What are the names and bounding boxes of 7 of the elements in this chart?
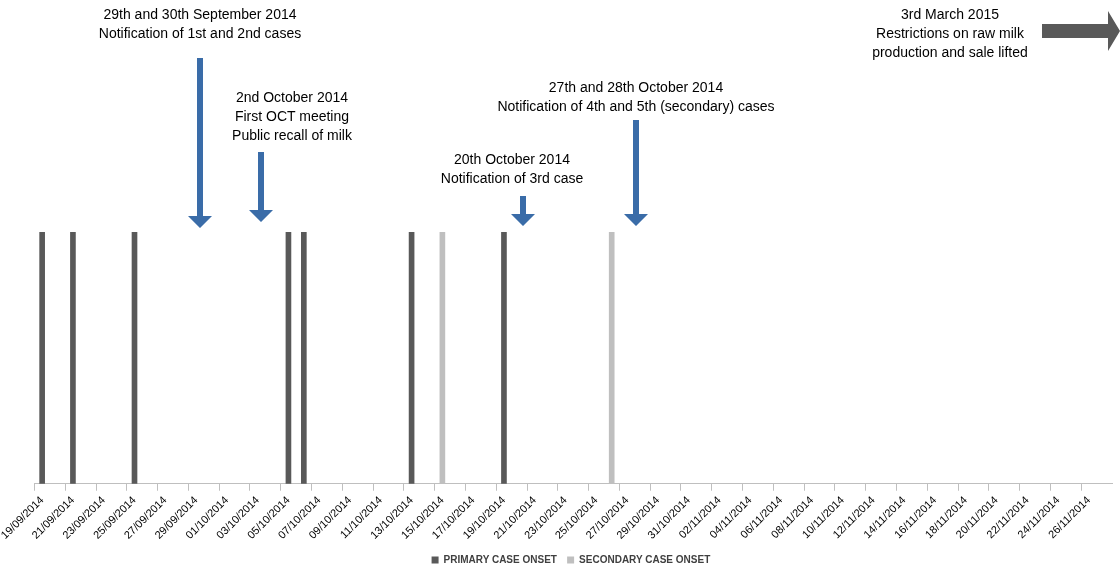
- text: 27th and 28th October 2014 Notification of 4th and 5th (secondary) cases: [497, 78, 775, 116]
- text: 29th and 30th September 2014 Notification of 1st and 2nd cases: [98, 5, 302, 43]
- legend-label: PRIMARY CASE ONSET: [443, 553, 557, 565]
- text: 2nd October 2014 First OCT meeting Public recall of milk: [232, 88, 352, 145]
- legend-label: SECONDARY CASE ONSET: [579, 553, 711, 565]
- text: 20th October 2014 Notification of 3rd case: [440, 150, 584, 188]
- text: 3rd March 2015 Restrictions on raw milk production and sale lifted: [872, 5, 1028, 62]
